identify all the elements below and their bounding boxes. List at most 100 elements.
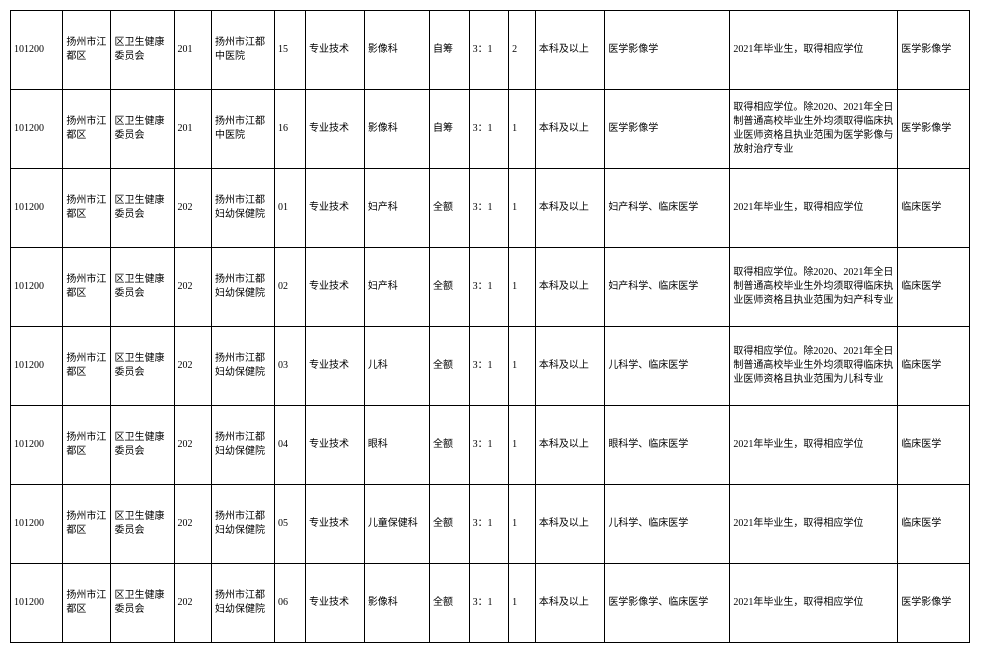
table-row: 101200扬州市江都区区卫生健康委员会202扬州市江都妇幼保健院02专业技术妇…: [11, 248, 970, 327]
cell-post_type: 专业技术: [306, 406, 365, 485]
cell-post_no: 01: [275, 169, 306, 248]
cell-req: 2021年毕业生，取得相应学位: [730, 485, 898, 564]
cell-post_type: 专业技术: [306, 564, 365, 643]
cell-edu: 本科及以上: [535, 248, 604, 327]
cell-unit: 扬州市江都中医院: [211, 11, 274, 90]
cell-ratio: 3：1: [469, 485, 509, 564]
cell-dept: 区卫生健康委员会: [111, 169, 174, 248]
table-row: 101200扬州市江都区区卫生健康委员会202扬州市江都妇幼保健院06专业技术影…: [11, 564, 970, 643]
cell-ratio: 3：1: [469, 406, 509, 485]
cell-dept: 区卫生健康委员会: [111, 406, 174, 485]
cell-region: 扬州市江都区: [63, 248, 111, 327]
cell-code: 101200: [11, 90, 63, 169]
cell-cat: 临床医学: [898, 248, 970, 327]
cell-edu: 本科及以上: [535, 90, 604, 169]
cell-major: 医学影像学: [605, 90, 730, 169]
cell-req: 取得相应学位。除2020、2021年全日制普通高校毕业生外均须取得临床执业医师资…: [730, 327, 898, 406]
cell-edu: 本科及以上: [535, 406, 604, 485]
cell-post_type: 专业技术: [306, 90, 365, 169]
cell-region: 扬州市江都区: [63, 169, 111, 248]
cell-post_name: 影像科: [364, 11, 429, 90]
cell-unit: 扬州市江都妇幼保健院: [211, 564, 274, 643]
cell-code: 101200: [11, 11, 63, 90]
cell-major: 医学影像学、临床医学: [605, 564, 730, 643]
cell-fund: 自筹: [430, 90, 470, 169]
cell-edu: 本科及以上: [535, 485, 604, 564]
cell-dept: 区卫生健康委员会: [111, 327, 174, 406]
cell-num: 1: [509, 248, 536, 327]
cell-post_name: 儿童保健科: [364, 485, 429, 564]
cell-code: 101200: [11, 564, 63, 643]
cell-region: 扬州市江都区: [63, 90, 111, 169]
cell-post_type: 专业技术: [306, 327, 365, 406]
cell-post_no: 05: [275, 485, 306, 564]
cell-req: 2021年毕业生，取得相应学位: [730, 11, 898, 90]
cell-ratio: 3：1: [469, 90, 509, 169]
cell-major: 妇产科学、临床医学: [605, 169, 730, 248]
cell-cat: 医学影像学: [898, 11, 970, 90]
cell-ratio: 3：1: [469, 248, 509, 327]
cell-ratio: 3：1: [469, 327, 509, 406]
cell-fund: 全额: [430, 406, 470, 485]
cell-num: 1: [509, 406, 536, 485]
cell-region: 扬州市江都区: [63, 485, 111, 564]
cell-region: 扬州市江都区: [63, 564, 111, 643]
cell-req: 2021年毕业生，取得相应学位: [730, 564, 898, 643]
cell-unit_code: 202: [174, 406, 211, 485]
cell-post_name: 妇产科: [364, 169, 429, 248]
cell-ratio: 3：1: [469, 169, 509, 248]
cell-unit_code: 202: [174, 248, 211, 327]
cell-code: 101200: [11, 169, 63, 248]
cell-post_type: 专业技术: [306, 485, 365, 564]
cell-region: 扬州市江都区: [63, 11, 111, 90]
cell-num: 2: [509, 11, 536, 90]
cell-dept: 区卫生健康委员会: [111, 90, 174, 169]
cell-post_name: 眼科: [364, 406, 429, 485]
cell-req: 2021年毕业生，取得相应学位: [730, 406, 898, 485]
cell-major: 妇产科学、临床医学: [605, 248, 730, 327]
cell-unit: 扬州市江都妇幼保健院: [211, 485, 274, 564]
table-row: 101200扬州市江都区区卫生健康委员会201扬州市江都中医院15专业技术影像科…: [11, 11, 970, 90]
cell-cat: 医学影像学: [898, 90, 970, 169]
cell-num: 1: [509, 327, 536, 406]
cell-fund: 全额: [430, 248, 470, 327]
cell-dept: 区卫生健康委员会: [111, 11, 174, 90]
cell-unit_code: 202: [174, 169, 211, 248]
table-row: 101200扬州市江都区区卫生健康委员会202扬州市江都妇幼保健院04专业技术眼…: [11, 406, 970, 485]
cell-edu: 本科及以上: [535, 169, 604, 248]
cell-post_name: 影像科: [364, 564, 429, 643]
cell-cat: 临床医学: [898, 169, 970, 248]
cell-post_type: 专业技术: [306, 248, 365, 327]
cell-num: 1: [509, 169, 536, 248]
cell-post_name: 影像科: [364, 90, 429, 169]
cell-region: 扬州市江都区: [63, 327, 111, 406]
cell-code: 101200: [11, 406, 63, 485]
cell-num: 1: [509, 90, 536, 169]
cell-post_no: 02: [275, 248, 306, 327]
cell-post_no: 04: [275, 406, 306, 485]
cell-major: 眼科学、临床医学: [605, 406, 730, 485]
cell-cat: 临床医学: [898, 406, 970, 485]
cell-fund: 全额: [430, 564, 470, 643]
cell-post_type: 专业技术: [306, 169, 365, 248]
cell-edu: 本科及以上: [535, 564, 604, 643]
cell-unit_code: 202: [174, 327, 211, 406]
cell-req: 取得相应学位。除2020、2021年全日制普通高校毕业生外均须取得临床执业医师资…: [730, 248, 898, 327]
cell-fund: 全额: [430, 169, 470, 248]
cell-ratio: 3：1: [469, 11, 509, 90]
cell-cat: 医学影像学: [898, 564, 970, 643]
cell-post_no: 03: [275, 327, 306, 406]
cell-dept: 区卫生健康委员会: [111, 485, 174, 564]
cell-post_name: 儿科: [364, 327, 429, 406]
cell-cat: 临床医学: [898, 327, 970, 406]
table-row: 101200扬州市江都区区卫生健康委员会202扬州市江都妇幼保健院01专业技术妇…: [11, 169, 970, 248]
cell-unit_code: 202: [174, 485, 211, 564]
cell-fund: 全额: [430, 485, 470, 564]
cell-post_no: 06: [275, 564, 306, 643]
cell-req: 2021年毕业生，取得相应学位: [730, 169, 898, 248]
cell-unit: 扬州市江都妇幼保健院: [211, 327, 274, 406]
cell-req: 取得相应学位。除2020、2021年全日制普通高校毕业生外均须取得临床执业医师资…: [730, 90, 898, 169]
cell-code: 101200: [11, 485, 63, 564]
table-row: 101200扬州市江都区区卫生健康委员会202扬州市江都妇幼保健院03专业技术儿…: [11, 327, 970, 406]
cell-edu: 本科及以上: [535, 11, 604, 90]
